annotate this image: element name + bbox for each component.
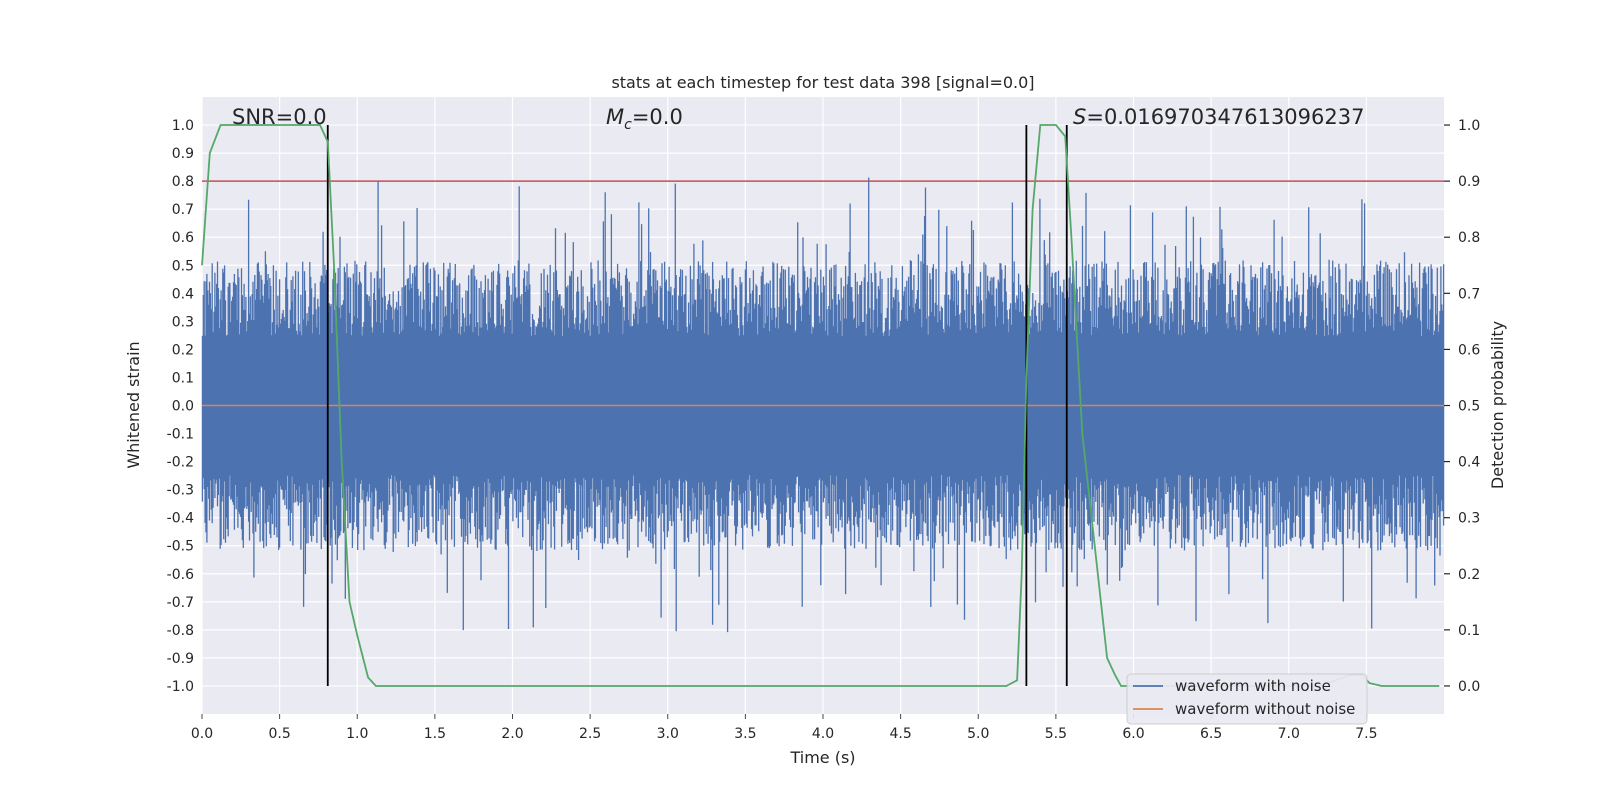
x-tick-label: 4.5	[889, 726, 911, 742]
y-tick-label: -0.2	[167, 455, 194, 471]
y-tick-label: 1.0	[172, 118, 194, 134]
x-tick-label: 4.0	[812, 726, 834, 742]
y-tick-label: 0.6	[172, 230, 194, 246]
y-tick-label: 0.0	[172, 399, 194, 415]
y-tick-label: 0.7	[172, 202, 194, 218]
legend: waveform with noise waveform without noi…	[1126, 673, 1368, 725]
y-tick-label: 0.9	[172, 146, 194, 162]
y-tick-label: 0.1	[172, 370, 194, 386]
x-tick-label: 1.5	[424, 726, 446, 742]
y-tick-label: -1.0	[167, 679, 194, 695]
x-tick-label: 1.0	[346, 726, 368, 742]
x-tick-label: 0.5	[268, 726, 290, 742]
x-tick-label: 3.0	[657, 726, 679, 742]
legend-box	[1126, 673, 1368, 725]
y2-tick-label: 0.0	[1458, 679, 1480, 695]
x-tick-label: 3.5	[734, 726, 756, 742]
s-symbol: S	[1073, 105, 1086, 129]
y2-tick-label: 1.0	[1458, 118, 1480, 134]
y-tick-label: -0.1	[167, 427, 194, 443]
y-tick-label: -0.8	[167, 623, 194, 639]
x-tick-label: 7.5	[1355, 726, 1377, 742]
y-tick-label: -0.7	[167, 595, 194, 611]
axes: 0.0 0.5 1.0 1.5 2.0 2.5 3.0 3.5 4.0 4.5 5.0 5.5 6.0 6…	[167, 118, 1481, 742]
y2-tick-label: 0.9	[1458, 174, 1480, 190]
legend-label-clean: waveform without noise	[1175, 700, 1355, 718]
y-tick-label: 0.5	[172, 258, 194, 274]
x-tick-label: 7.0	[1278, 726, 1300, 742]
score-annotation: S=0.016970347613096237	[1073, 105, 1364, 129]
y2-tick-label: 0.1	[1458, 623, 1480, 639]
y-tick-label: -0.5	[167, 539, 194, 555]
y-tick-label: -0.3	[167, 483, 194, 499]
x-tick-label: 6.0	[1122, 726, 1144, 742]
legend-label-noise: waveform with noise	[1175, 677, 1331, 695]
y2-tick-label: 0.7	[1458, 286, 1480, 302]
x-tick-label: 0.0	[191, 726, 213, 742]
mc-symbol: M	[606, 105, 624, 129]
x-tick-label: 2.5	[579, 726, 601, 742]
y-tick-label: 0.8	[172, 174, 194, 190]
y-tick-label: 0.4	[172, 286, 194, 302]
y2-axis-label: Detection probability	[1488, 321, 1507, 489]
y2-tick-label: 0.4	[1458, 455, 1480, 471]
snr-annotation: SNR=0.0	[232, 105, 327, 129]
y2-tick-label: 0.8	[1458, 230, 1480, 246]
y2-tick-label: 0.2	[1458, 567, 1480, 583]
s-value: =0.016970347613096237	[1086, 105, 1364, 129]
x-tick-label: 2.0	[501, 726, 523, 742]
y2-tick-label: 0.6	[1458, 342, 1480, 358]
y-tick-label: -0.6	[167, 567, 194, 583]
y2-tick-label: 0.3	[1458, 511, 1480, 527]
y-tick-label: 0.2	[172, 342, 194, 358]
y-axis-label: Whitened strain	[124, 341, 143, 468]
chart-title: stats at each timestep for test data 398…	[611, 73, 1034, 92]
y-tick-label: 0.3	[172, 314, 194, 330]
noisy-waveform-series	[201, 177, 1445, 633]
y-tick-label: -0.4	[167, 511, 194, 527]
x-tick-label: 5.0	[967, 726, 989, 742]
x-tick-label: 5.5	[1045, 726, 1067, 742]
mc-subscript: c	[624, 117, 632, 133]
chirp-mass-annotation: Mc=0.0	[606, 105, 683, 133]
mc-value: =0.0	[632, 105, 683, 129]
x-axis-label: Time (s)	[789, 748, 855, 767]
y2-tick-label: 0.5	[1458, 399, 1480, 415]
y-tick-label: -0.9	[167, 651, 194, 667]
x-tick-label: 6.5	[1200, 726, 1222, 742]
noise-trace	[201, 177, 1445, 633]
